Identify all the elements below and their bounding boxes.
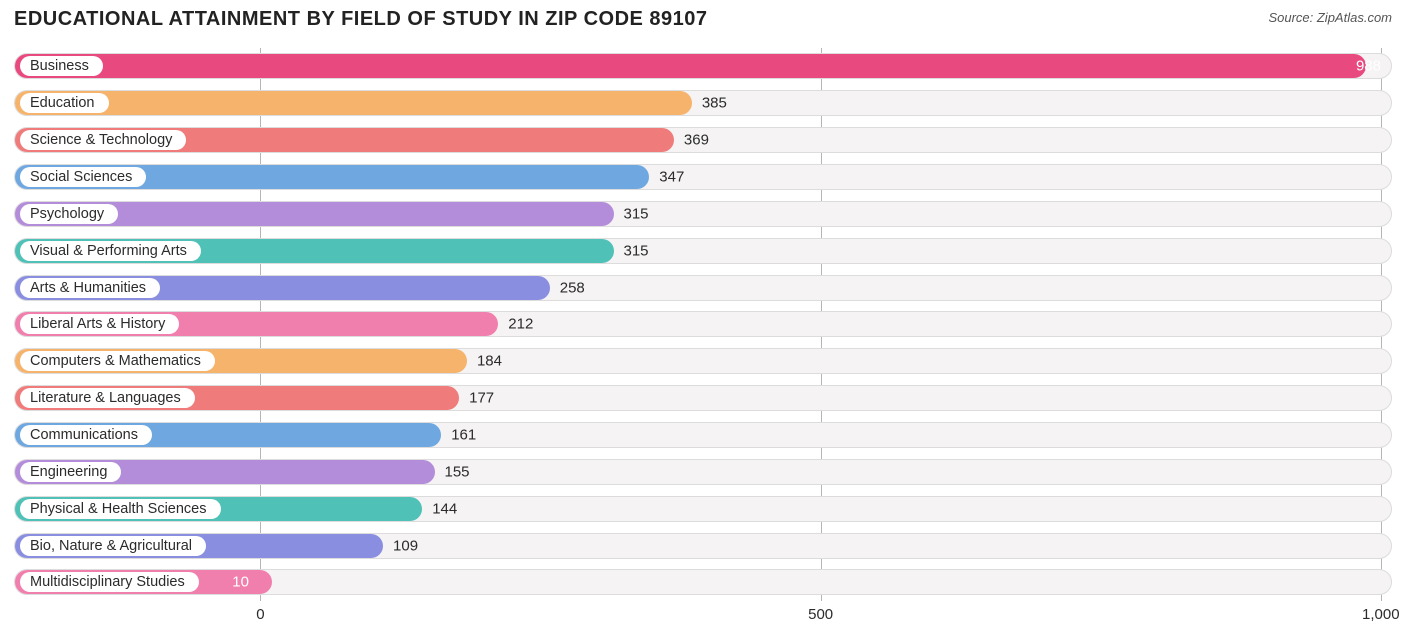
- category-pill: Literature & Languages: [20, 388, 195, 408]
- bar-track: Science & Technology 369: [14, 127, 1392, 153]
- bar-track: Literature & Languages 177: [14, 385, 1392, 411]
- bar-track: Business 988: [14, 53, 1392, 79]
- category-pill: Physical & Health Sciences: [20, 499, 221, 519]
- bar-value-label: 258: [560, 279, 585, 296]
- bar-value-label: 347: [659, 169, 684, 186]
- chart-row: Communications 161: [14, 417, 1392, 454]
- category-pill: Engineering: [20, 462, 121, 482]
- bar-value-label: 369: [684, 132, 709, 149]
- bar-value-label: 385: [702, 95, 727, 112]
- chart-row: Physical & Health Sciences 144: [14, 490, 1392, 527]
- bar: [15, 54, 1366, 78]
- category-pill: Multidisciplinary Studies: [20, 572, 199, 592]
- chart-plot-area: Business 988 Education 385 Science & Technol…: [14, 48, 1392, 601]
- chart-row: Multidisciplinary Studies 10: [14, 564, 1392, 601]
- bar-value-label: 184: [477, 353, 502, 370]
- chart-row: Visual & Performing Arts 315: [14, 232, 1392, 269]
- bar-value-label: 315: [624, 205, 649, 222]
- bar-track: Communications 161: [14, 422, 1392, 448]
- category-pill: Liberal Arts & History: [20, 314, 179, 334]
- category-pill: Visual & Performing Arts: [20, 241, 201, 261]
- chart-row: Business 988: [14, 48, 1392, 85]
- bar-value-label: 988: [1356, 58, 1381, 75]
- chart-row: Arts & Humanities 258: [14, 269, 1392, 306]
- chart-row: Social Sciences 347: [14, 159, 1392, 196]
- chart-row: Psychology 315: [14, 195, 1392, 232]
- chart-row: Bio, Nature & Agricultural 109: [14, 527, 1392, 564]
- bar-value-label: 144: [432, 500, 457, 517]
- bar-value-label: 161: [451, 427, 476, 444]
- bar-value-label: 212: [508, 316, 533, 333]
- bar-value-label: 315: [624, 242, 649, 259]
- bar-track: Computers & Mathematics 184: [14, 348, 1392, 374]
- chart-row: Literature & Languages 177: [14, 380, 1392, 417]
- bar-track: Social Sciences 347: [14, 164, 1392, 190]
- bar-track: Physical & Health Sciences 144: [14, 496, 1392, 522]
- bar-track: Visual & Performing Arts 315: [14, 238, 1392, 264]
- bar-track: Engineering 155: [14, 459, 1392, 485]
- chart-source: Source: ZipAtlas.com: [1268, 10, 1392, 25]
- chart-row: Science & Technology 369: [14, 122, 1392, 159]
- chart-title: EDUCATIONAL ATTAINMENT BY FIELD OF STUDY…: [14, 8, 708, 31]
- category-pill: Education: [20, 93, 109, 113]
- bar-track: Education 385: [14, 90, 1392, 116]
- bar-value-label: 177: [469, 390, 494, 407]
- bar-value-label: 10: [232, 574, 249, 591]
- bar: [15, 91, 692, 115]
- bar-track: Liberal Arts & History 212: [14, 311, 1392, 337]
- chart-row: Liberal Arts & History 212: [14, 306, 1392, 343]
- chart-row: Engineering 155: [14, 453, 1392, 490]
- chart-row: Education 385: [14, 85, 1392, 122]
- x-axis-tick-label: 0: [256, 606, 264, 623]
- bar-value-label: 109: [393, 537, 418, 554]
- category-pill: Bio, Nature & Agricultural: [20, 536, 206, 556]
- chart-rows: Business 988 Education 385 Science & Technol…: [14, 48, 1392, 601]
- bar-value-label: 155: [445, 463, 470, 480]
- category-pill: Science & Technology: [20, 130, 186, 150]
- chart-row: Computers & Mathematics 184: [14, 343, 1392, 380]
- category-pill: Psychology: [20, 204, 118, 224]
- category-pill: Social Sciences: [20, 167, 146, 187]
- category-pill: Computers & Mathematics: [20, 351, 215, 371]
- bar-track: Bio, Nature & Agricultural 109: [14, 533, 1392, 559]
- bar-track: Multidisciplinary Studies 10: [14, 569, 1392, 595]
- x-axis-tick-label: 500: [808, 606, 833, 623]
- category-pill: Communications: [20, 425, 152, 445]
- bar-track: Arts & Humanities 258: [14, 275, 1392, 301]
- category-pill: Business: [20, 56, 103, 76]
- bar-track: Psychology 315: [14, 201, 1392, 227]
- category-pill: Arts & Humanities: [20, 278, 160, 298]
- x-axis-tick-label: 1,000: [1362, 606, 1400, 623]
